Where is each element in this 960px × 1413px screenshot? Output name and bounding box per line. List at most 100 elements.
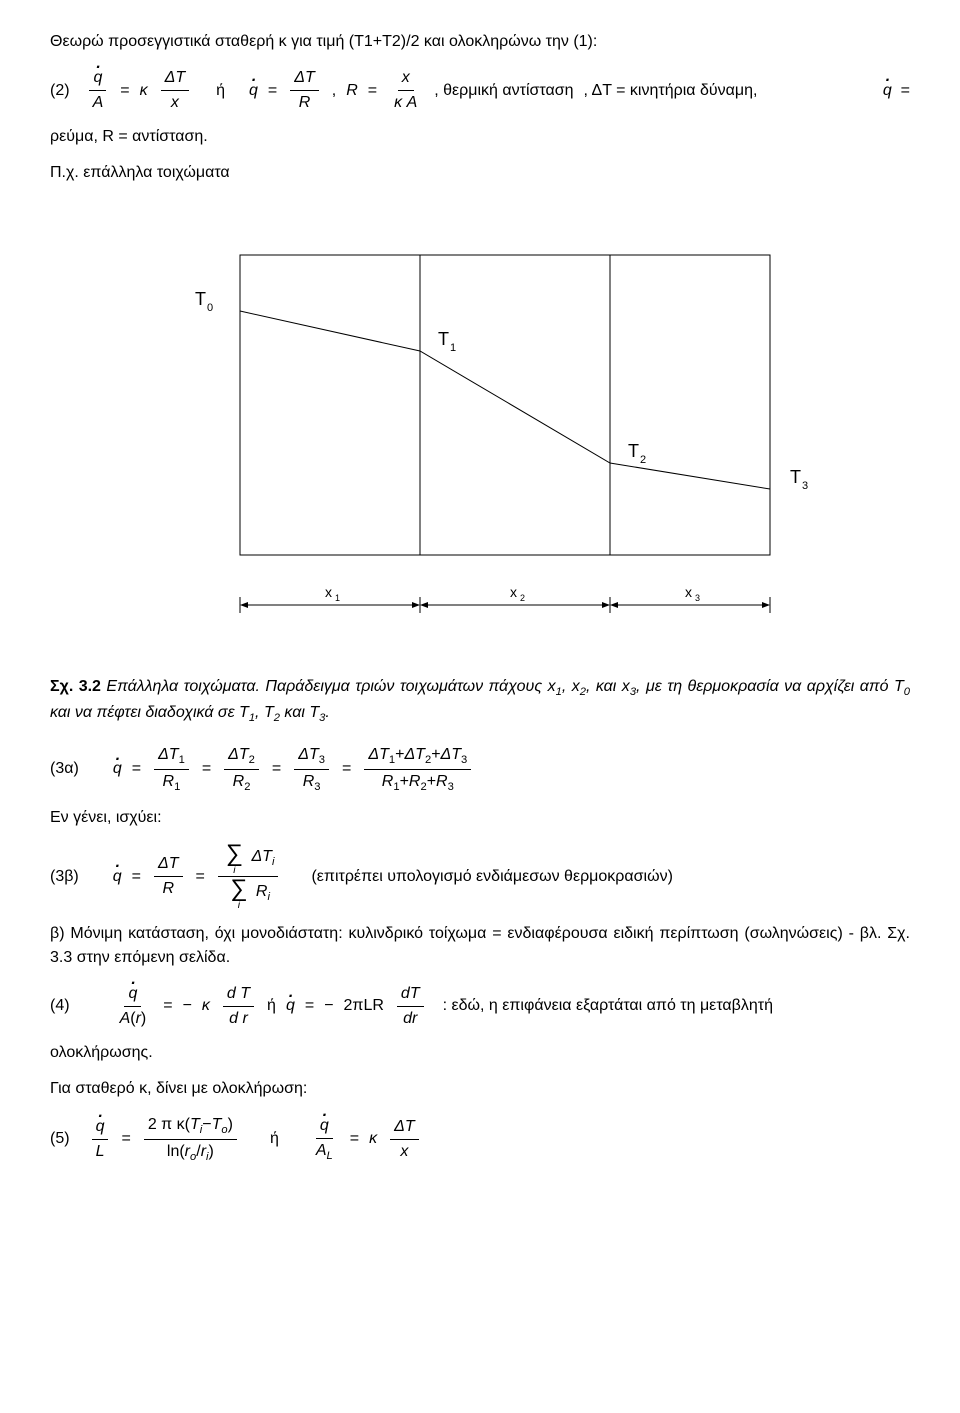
eq4-neg2: − bbox=[324, 994, 333, 1018]
eq5-eq2: = bbox=[350, 1127, 359, 1151]
general-text: Εν γένει, ισχύει: bbox=[50, 806, 910, 830]
eq3a-r5: R bbox=[409, 773, 421, 790]
walls-diagram: T0T1T2T3x1x2x3 bbox=[50, 225, 910, 645]
eq4-or: ή bbox=[267, 994, 276, 1018]
eq4-neg: − bbox=[183, 994, 192, 1018]
svg-text:0: 0 bbox=[207, 302, 213, 314]
eq2-dtdrive: , ΔT = κινητήρια δύναμη, bbox=[584, 79, 758, 103]
eq2-eq2: = bbox=[268, 79, 277, 103]
svg-text:1: 1 bbox=[335, 593, 340, 603]
eq4-colon: : εδώ, η επιφάνεια εξαρτάται από τη μετα… bbox=[443, 994, 773, 1018]
eq5-AL: A bbox=[316, 1142, 327, 1159]
eq3a-r4: R bbox=[382, 773, 394, 790]
eq2-comma: , bbox=[332, 79, 336, 103]
eq2-R: R bbox=[295, 91, 315, 115]
cap-r6: , T bbox=[255, 704, 274, 721]
eq3a-eq4: = bbox=[342, 757, 351, 781]
svg-text:1: 1 bbox=[450, 342, 456, 354]
eq5-o: o bbox=[221, 1124, 227, 1136]
eq5-L: L bbox=[92, 1140, 109, 1164]
eq4-dr: d r bbox=[225, 1007, 252, 1031]
equation-5: (5) q L = 2 π κ(Ti−To) ln(ro/ri) ή q AL … bbox=[50, 1113, 910, 1166]
eq4-2pi: 2πLR bbox=[344, 994, 384, 1018]
eq2-kA: κ A bbox=[390, 91, 421, 115]
eq2-eq3: = bbox=[368, 79, 377, 103]
cap-r1: Επάλληλα τοιχώματα. Παράδειγμα τριών τοι… bbox=[101, 678, 556, 695]
eq2-number: (2) bbox=[50, 79, 70, 103]
eq3a-eq2: = bbox=[202, 757, 211, 781]
eq3b-eq2: = bbox=[196, 865, 205, 889]
eq4-eq2: = bbox=[305, 994, 314, 1018]
svg-text:3: 3 bbox=[802, 480, 808, 492]
eq4-q2: q bbox=[286, 994, 295, 1018]
eq5-To: T bbox=[212, 1116, 222, 1133]
cap-r5: και να πέφτει διαδοχικά σε T bbox=[50, 704, 249, 721]
eq4-num: (4) bbox=[50, 994, 70, 1018]
eq5-eq1: = bbox=[121, 1127, 130, 1151]
svg-text:T: T bbox=[438, 329, 449, 349]
eq3a-dt4: ΔT bbox=[368, 746, 389, 763]
eq5-Ls: L bbox=[327, 1150, 333, 1162]
eq5-dT: ΔT bbox=[390, 1115, 419, 1140]
flow-res: ρεύμα, R = αντίσταση. bbox=[50, 125, 910, 149]
beta-text: β) Μόνιμη κατάσταση, όχι μονοδιάστατη: κ… bbox=[50, 922, 910, 970]
eq3a-eq1: = bbox=[132, 757, 141, 781]
intro-text: Θεωρώ προσεγγιστικά σταθερή κ για τιμή (… bbox=[50, 30, 910, 54]
eq4-dr2: dr bbox=[399, 1007, 421, 1031]
eq5-Ti: T bbox=[190, 1116, 200, 1133]
integration-text: ολοκλήρωσης. bbox=[50, 1041, 910, 1065]
eq2-A: A bbox=[89, 91, 108, 115]
eq4-dT: d T bbox=[223, 982, 254, 1007]
cap-r8: . bbox=[325, 704, 329, 721]
eq2-dt1: ΔT bbox=[161, 66, 190, 91]
equation-3a: (3α) q = ΔT1 R1 = ΔT2 R2 = ΔT3 R3 = ΔT1+… bbox=[50, 743, 910, 796]
svg-text:3: 3 bbox=[695, 593, 700, 603]
eq2-dt2: ΔT bbox=[290, 66, 319, 91]
eq3a-eq3: = bbox=[272, 757, 281, 781]
caption-bold: Σχ. 3.2 bbox=[50, 678, 101, 695]
eq3b-dti: ΔT bbox=[251, 848, 272, 865]
eq2-R2: R bbox=[346, 79, 358, 103]
eq2-eq1: = bbox=[120, 79, 129, 103]
eq3a-p4: + bbox=[427, 773, 436, 790]
eq3a-dt5: ΔT bbox=[404, 746, 425, 763]
eq2-or: ή bbox=[216, 79, 225, 103]
eq3a-dt6: ΔT bbox=[441, 746, 462, 763]
eq3a-p3: + bbox=[400, 773, 409, 790]
eq5-or: ή bbox=[270, 1127, 279, 1151]
eq3b-eq1: = bbox=[132, 865, 141, 889]
equation-2: (2) q A = κ ΔT x ή q = ΔT R , R = x κ A … bbox=[50, 66, 910, 115]
equation-4: (4) q A(r) = − κ d T d r ή q = − 2πLR dT… bbox=[50, 982, 910, 1031]
svg-text:x: x bbox=[325, 584, 332, 600]
eq3a-p2: + bbox=[431, 746, 440, 763]
eq2-x1: x bbox=[167, 91, 183, 115]
svg-text:T: T bbox=[790, 467, 801, 487]
eq2-q: q bbox=[93, 66, 102, 90]
svg-text:2: 2 bbox=[640, 454, 646, 466]
const-kappa: Για σταθερό κ, δίνει με ολοκλήρωση: bbox=[50, 1077, 910, 1101]
cap-r3: , και x bbox=[586, 678, 630, 695]
eq5-min: − bbox=[202, 1116, 211, 1133]
eq5-2pk: 2 π κ bbox=[148, 1116, 185, 1133]
eq3b-paren: (επιτρέπει υπολογισμό ενδιάμεσων θερμοκρ… bbox=[311, 865, 672, 889]
eq2-x2: x bbox=[398, 66, 414, 91]
eq5-x: x bbox=[396, 1140, 412, 1164]
eq4-k: κ bbox=[202, 994, 210, 1018]
equation-3b: (3β) q = ΔT R = ∑i ΔTi ∑i Ri (επιτρέπει … bbox=[50, 842, 910, 912]
svg-text:T: T bbox=[195, 289, 206, 309]
eq3b-dt: ΔT bbox=[154, 852, 183, 877]
eq3a-q: q bbox=[113, 757, 122, 781]
eq3a-r2: R bbox=[233, 773, 245, 790]
eq3b-i2: i bbox=[272, 856, 275, 868]
eq4-A: A bbox=[120, 1010, 131, 1027]
svg-text:T: T bbox=[628, 441, 639, 461]
eq3a-dt1: ΔT bbox=[158, 746, 179, 763]
eq3b-q: q bbox=[113, 865, 122, 889]
eq4-r: r bbox=[136, 1010, 141, 1027]
eq2-thermres: , θερμική αντίσταση bbox=[434, 79, 573, 103]
eq3b-r: R bbox=[158, 877, 178, 901]
eq4-dTdr: dT bbox=[397, 982, 424, 1007]
example-title: Π.χ. επάλληλα τοιχώματα bbox=[50, 161, 910, 185]
eq3b-num: (3β) bbox=[50, 865, 79, 889]
eq3a-dt2: ΔT bbox=[228, 746, 249, 763]
